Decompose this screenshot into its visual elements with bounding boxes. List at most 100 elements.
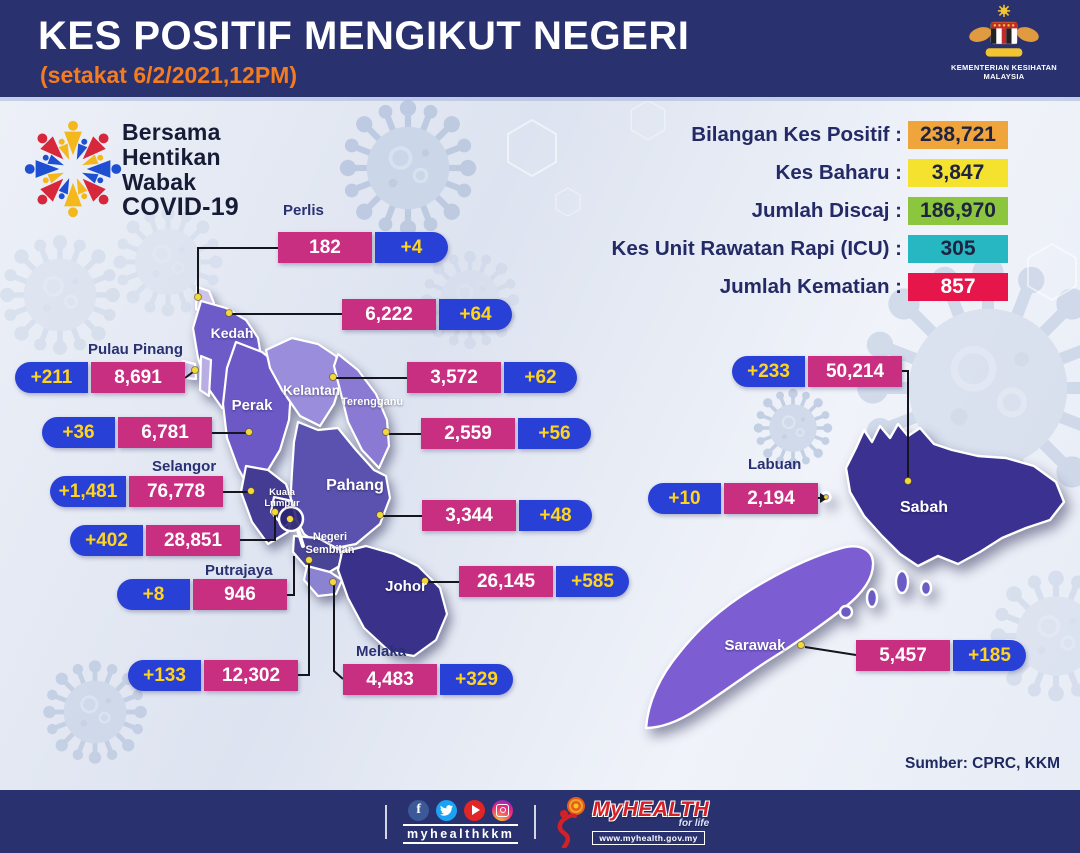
state-shape-melaka — [302, 564, 344, 598]
state-shape-terengganu — [332, 352, 391, 470]
cases-value: 28,851 — [146, 525, 240, 556]
pill-perak: +36 6,781 — [42, 417, 212, 448]
footer-divider — [385, 804, 387, 839]
new-cases-value: +233 — [732, 356, 805, 387]
new-cases-value: +56 — [518, 418, 591, 449]
pill-terengganu: 2,559 +56 — [421, 418, 591, 449]
state-shape-pahang — [288, 420, 392, 552]
new-cases-value: +585 — [556, 566, 629, 597]
cases-value: 182 — [278, 232, 372, 263]
myhealth-figure-icon — [557, 796, 586, 848]
stat-row-icu: Kes Unit Rawatan Rapi (ICU) : 305 — [612, 235, 1008, 263]
new-cases-value: +48 — [519, 500, 592, 531]
cases-value: 12,302 — [204, 660, 298, 691]
map-label-terengganu: Terengganu — [341, 396, 404, 408]
map-label-johor: Johor — [385, 578, 427, 595]
map-label-sabah: Sabah — [899, 499, 948, 516]
cases-value: 3,344 — [422, 500, 516, 531]
magnifier-icon — [277, 505, 305, 548]
label-melaka: Melaka — [356, 643, 407, 660]
stat-label: Jumlah Discaj : — [751, 199, 902, 222]
new-cases-value: +1,481 — [50, 476, 126, 507]
pill-selangor: +1,481 76,778 — [50, 476, 223, 507]
new-cases-value: +4 — [375, 232, 448, 263]
new-cases-value: +211 — [15, 362, 88, 393]
cases-value: 5,457 — [856, 640, 950, 671]
stat-value-kematian: 857 — [908, 273, 1008, 301]
pill-sarawak: 5,457 +185 — [856, 640, 1026, 671]
page-title: KES POSITIF MENGIKUT NEGERI — [38, 14, 690, 58]
islet — [919, 579, 933, 597]
state-shape-johor — [336, 544, 449, 658]
stat-value-icu: 305 — [908, 235, 1008, 263]
ministry-logo: KEMENTERIAN KESIHATAN MALAYSIA — [948, 4, 1060, 81]
cases-value: 8,691 — [91, 362, 185, 393]
stat-row-positif: Bilangan Kes Positif : 238,721 — [691, 121, 1008, 149]
pill-kuala-lumpur: +402 28,851 — [70, 525, 240, 556]
header-bar: KES POSITIF MENGIKUT NEGERI (setakat 6/2… — [0, 0, 1080, 97]
label-pulau-pinang: Pulau Pinang — [88, 341, 184, 358]
stat-value-positif: 238,721 — [908, 121, 1008, 149]
stat-value-baharu: 3,847 — [908, 159, 1008, 187]
label-perlis: Perlis — [283, 202, 324, 219]
map-label-kuala-lumpur: Kuala Lumpur — [264, 487, 300, 509]
campaign-logo: Bersama Hentikan Wabak COVID-19 — [14, 108, 344, 238]
state-shape-sarawak — [644, 545, 875, 730]
stat-label: Kes Unit Rawatan Rapi (ICU) : — [611, 237, 902, 260]
footer-divider — [534, 804, 537, 839]
instagram-icon[interactable] — [492, 799, 514, 821]
ministry-name: KEMENTERIAN KESIHATAN MALAYSIA — [950, 63, 1058, 81]
cases-value: 76,778 — [129, 476, 223, 507]
new-cases-value: +62 — [504, 362, 577, 393]
facebook-icon[interactable]: f — [408, 799, 430, 821]
pill-labuan: +10 2,194 — [648, 483, 818, 514]
pill-pahang: 3,344 +48 — [422, 500, 592, 531]
cases-value: 26,145 — [459, 566, 553, 597]
stat-label: Bilangan Kes Positif : — [691, 123, 902, 146]
social-handle[interactable]: myhealthkkm — [403, 823, 519, 844]
pill-negeri-sembilan: +133 12,302 — [128, 660, 298, 691]
state-shape-kelantan — [264, 336, 344, 428]
new-cases-value: +402 — [70, 525, 143, 556]
state-shape-sabah — [844, 422, 1066, 568]
youtube-icon[interactable] — [464, 799, 486, 821]
cases-value: 4,483 — [343, 664, 437, 695]
cases-value: 946 — [193, 579, 287, 610]
pill-putrajaya: +8 946 — [117, 579, 287, 610]
stat-row-kematian: Jumlah Kematian : 857 — [720, 273, 1008, 301]
cases-value: 3,572 — [407, 362, 501, 393]
connector-lines — [184, 247, 909, 680]
labuan-arrowhead — [820, 493, 828, 503]
social-block: f myhealthkkm — [403, 799, 519, 844]
twitter-icon[interactable] — [436, 799, 458, 821]
state-shape-pulau-pinang-mainland — [198, 354, 213, 398]
website-link[interactable]: www.myhealth.gov.my — [592, 831, 705, 845]
stat-label: Kes Baharu : — [775, 161, 902, 184]
islet — [865, 587, 879, 609]
myhealth-logo[interactable]: MyHEALTH for life www.myhealth.gov.my — [552, 796, 709, 848]
footer-bar: f myhealthkkm — [0, 790, 1080, 853]
label-putrajaya: Putrajaya — [205, 562, 273, 579]
data-source: Sumber: CPRC, KKM — [904, 755, 1060, 772]
map-label-pahang: Pahang — [326, 477, 384, 494]
new-cases-value: +36 — [42, 417, 115, 448]
islet — [894, 569, 910, 595]
map-label-kelantan: Kelantan — [283, 383, 341, 398]
new-cases-value: +64 — [439, 299, 512, 330]
label-labuan: Labuan — [748, 456, 802, 473]
pill-kedah: 6,222 +64 — [342, 299, 512, 330]
pill-sabah: +233 50,214 — [732, 356, 902, 387]
cases-value: 50,214 — [808, 356, 902, 387]
cases-value: 6,222 — [342, 299, 436, 330]
brand-name: MyHEALTH — [592, 798, 710, 821]
cases-value: 2,194 — [724, 483, 818, 514]
cases-value: 6,781 — [118, 417, 212, 448]
campaign-slogan: Bersama Hentikan Wabak COVID-19 — [122, 119, 239, 221]
malaysia-coat-of-arms-icon — [969, 4, 1039, 57]
page-subtitle: (setakat 6/2/2021,12PM) — [40, 62, 297, 88]
starburst-icon — [24, 120, 122, 218]
stat-value-discaj: 186,970 — [908, 197, 1008, 225]
pill-melaka: 4,483 +329 — [343, 664, 513, 695]
